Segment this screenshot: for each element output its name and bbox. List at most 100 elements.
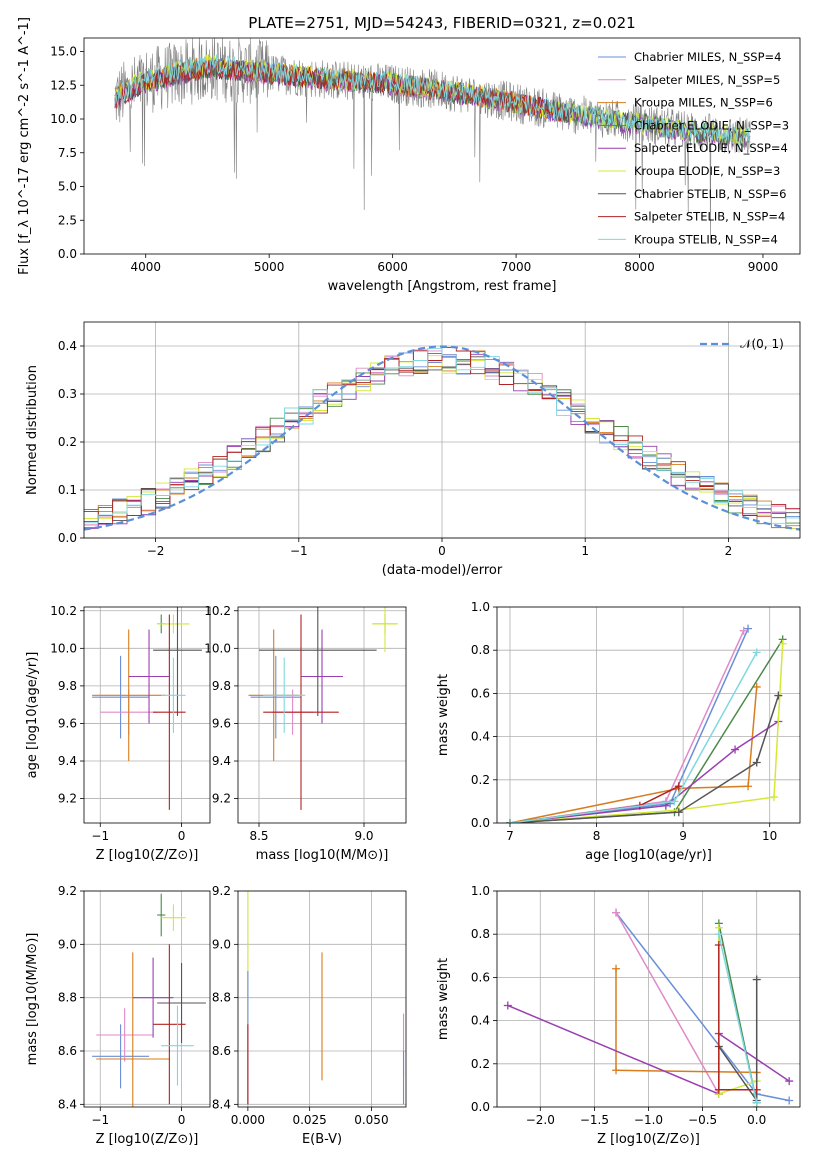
residual-histogram-6 (84, 354, 800, 529)
chart-panel-7: 0.000 0.025 0.050 8.4 8.6 8.8 9.0 9.2 E(B-V) (212, 884, 407, 1147)
x-tick-label: 0 (438, 544, 446, 558)
gaussian-curve (84, 345, 800, 531)
chart-panel-6: −1 0 8.4 8.6 8.8 9.0 9.2 Z [log10(Z/Z⊙)] mass [l… (25, 884, 211, 1147)
axes-frame (237, 890, 407, 1108)
series-line (509, 720, 779, 823)
series-marker (674, 782, 683, 791)
axes-frame (83, 37, 801, 255)
plot-area (505, 624, 787, 823)
y-tick-label: 0.0 (471, 1100, 490, 1114)
plot-area (247, 891, 405, 1105)
plot-area (503, 908, 794, 1107)
x-axis-label: age [log10(age/yr)] (585, 848, 712, 863)
mass-weight-series-2 (505, 626, 748, 823)
x-tick-label: 0 (178, 829, 186, 843)
x-axis-label: E(B-V) (302, 1132, 342, 1147)
mass-weight-series-8 (714, 941, 761, 1094)
series-line (615, 912, 720, 1095)
series-marker (752, 682, 761, 691)
y-tick-label: 0.0 (58, 247, 77, 261)
legend: Chabrier MILES, N_SSP=4 Salpeter MILES, N… (598, 50, 789, 246)
y-tick-label: 0.4 (471, 730, 490, 744)
mass-weight-series-7 (714, 975, 761, 1105)
errorbar-point-1 (250, 655, 301, 739)
legend-entry-2: Salpeter MILES, N_SSP=5 (634, 73, 780, 87)
errorbar-point-6 (372, 607, 398, 653)
x-tick-label: 7000 (501, 260, 532, 274)
y-tick-label: 0.8 (471, 927, 490, 941)
y-axis-label: mass [log10(M/M⊙)] (25, 933, 40, 1066)
y-tick-label: 8.8 (58, 991, 77, 1005)
legend-entry-9: Kroupa STELIB, N_SSP=4 (634, 232, 778, 246)
y-tick-label: 0.2 (471, 1057, 490, 1071)
errorbar-point-6 (161, 904, 186, 931)
y-tick-label: 9.0 (58, 937, 77, 951)
x-axis-label: wavelength [Angstrom, rest frame] (328, 279, 557, 294)
series-line (509, 643, 784, 823)
errorbar-point-7 (259, 607, 377, 716)
errorbar-point-6 (157, 614, 190, 634)
x-tick-label: 5000 (254, 260, 285, 274)
x-axis-label: Z [log10(Z/Z⊙)] (96, 1132, 199, 1147)
x-tick-label: 1 (581, 544, 589, 558)
series-marker (785, 1077, 794, 1086)
y-tick-label: 9.2 (58, 792, 77, 806)
x-axis-label: mass [log10(M/M⊙)] (256, 848, 389, 863)
series-line (509, 630, 745, 823)
y-tick-label: 0.8 (471, 643, 490, 657)
mass-weight-series-1 (505, 624, 753, 823)
x-tick-label: 0.0 (747, 1113, 766, 1127)
y-tick-label: 9.8 (212, 679, 231, 693)
axes-frame (83, 606, 211, 824)
x-tick-label: 0.000 (231, 1113, 265, 1127)
x-tick-label: 7 (506, 829, 514, 843)
series-marker (774, 691, 783, 700)
legend-entry-8: Salpeter STELIB, N_SSP=4 (634, 210, 785, 224)
series-marker (503, 1001, 512, 1010)
x-tick-label: −1 (290, 544, 308, 558)
x-tick-label: −1.0 (634, 1113, 663, 1127)
axes-frame (237, 606, 407, 824)
errorbar-point-1 (92, 1024, 150, 1089)
y-tick-label: 8.8 (212, 991, 231, 1005)
mass-weight-series-6 (505, 639, 787, 823)
series-marker (778, 639, 787, 648)
series-line (718, 934, 758, 1103)
legend-entry-7: Chabrier STELIB, N_SSP=6 (634, 187, 786, 201)
spectrum-series-9 (114, 54, 751, 149)
y-tick-label: 9.2 (58, 884, 77, 898)
mass-weight-series-9 (714, 930, 761, 1107)
y-tick-label: 0.6 (471, 686, 490, 700)
x-tick-label: 9.0 (354, 829, 373, 843)
x-tick-label: 9 (679, 829, 687, 843)
x-tick-label: 8000 (624, 260, 655, 274)
y-tick-label: 9.6 (58, 716, 77, 730)
series-marker (770, 793, 779, 802)
y-tick-label: 8.4 (58, 1097, 77, 1111)
y-tick-label: 12.5 (50, 78, 77, 92)
y-tick-label: 7.5 (58, 146, 77, 160)
y-tick-label: 9.0 (212, 937, 231, 951)
chart-title: PLATE=2751, MJD=54243, FIBERID=0321, z=0… (248, 14, 635, 32)
y-tick-label: 0.2 (58, 435, 77, 449)
x-tick-label: 8 (593, 829, 601, 843)
legend: 𝒩(0, 1) (700, 337, 784, 351)
x-tick-label: 2 (725, 544, 733, 558)
chart-panel-1: 4000 5000 6000 7000 8000 9000 0.0 2.5 5.0 7.5 10.0… (17, 14, 801, 294)
series-marker (731, 745, 740, 754)
plot-area (248, 607, 398, 810)
y-axis-label: mass weight (436, 674, 451, 756)
series-line (509, 686, 758, 823)
y-tick-label: 9.6 (212, 716, 231, 730)
x-tick-label: −1 (91, 829, 109, 843)
y-tick-label: 2.5 (58, 213, 77, 227)
y-tick-label: 0.4 (471, 1014, 490, 1028)
y-tick-label: 10.2 (204, 604, 231, 618)
errorbar-point-8 (263, 614, 339, 810)
series-marker (752, 758, 761, 767)
x-tick-label: 4000 (130, 260, 161, 274)
plot-area (92, 607, 202, 810)
y-tick-label: 0.0 (471, 816, 490, 830)
legend-entry-gaussian: 𝒩(0, 1) (740, 337, 784, 351)
y-tick-label: 9.4 (212, 754, 231, 768)
